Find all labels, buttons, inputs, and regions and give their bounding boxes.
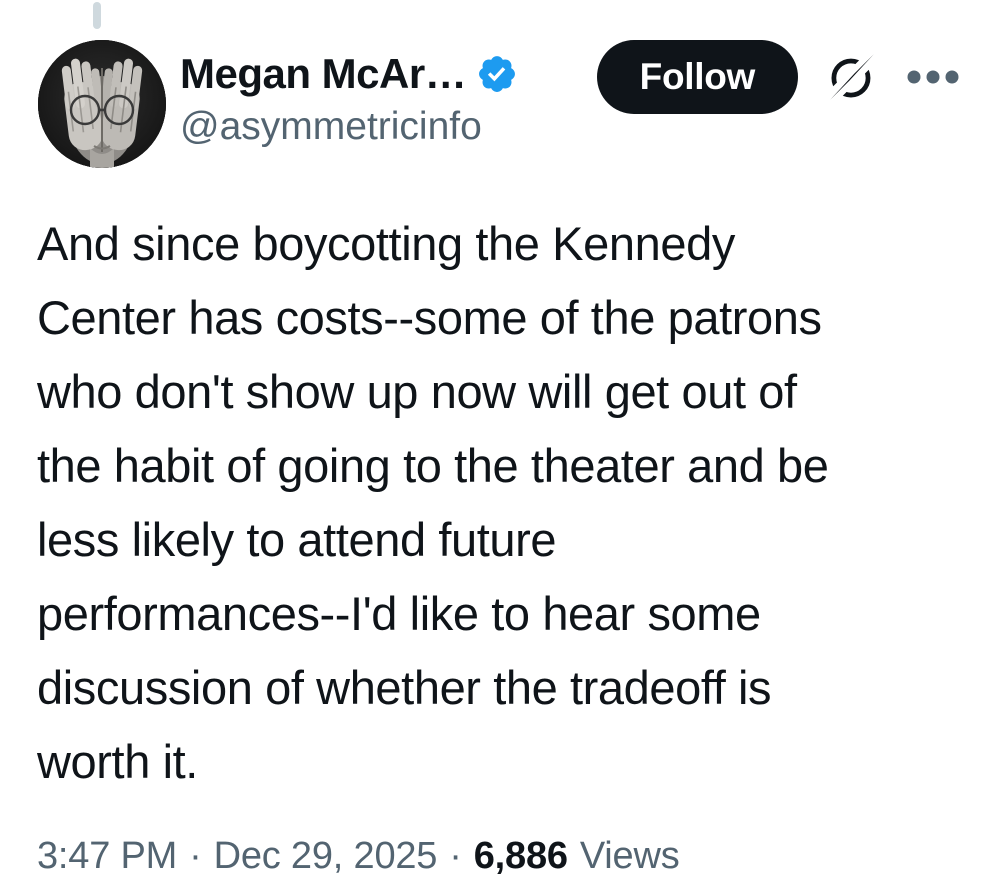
timestamp: 3:47 PM (37, 835, 178, 877)
tweet-text-line: less likely to attend future (37, 513, 557, 566)
avatar[interactable] (38, 40, 166, 168)
separator-dot: · (449, 835, 462, 877)
separator-dot: · (189, 835, 202, 877)
tweet-text-line: worth it. (37, 735, 198, 788)
tweet-text-line: discussion of whether the tradeoff is (37, 661, 772, 714)
display-name[interactable]: Megan McAr… (180, 50, 467, 97)
tweet-text: And since boycotting the Kennedy Center … (37, 207, 962, 799)
tweet-text-line: Center has costs--some of the patrons (37, 291, 822, 344)
date: Dec 29, 2025 (213, 835, 438, 877)
hands-over-face-photo (38, 40, 166, 168)
thread-connector-line (93, 2, 101, 29)
views-count: 6,886 (473, 835, 568, 877)
follow-button[interactable]: Follow (596, 40, 798, 114)
tweet-text-line: And since boycotting the Kennedy (37, 217, 735, 270)
grok-icon[interactable] (823, 48, 881, 106)
more-options-icon[interactable] (906, 67, 960, 87)
tweet-footer: 3:47 PM · Dec 29, 2025 · 6,886 Views (37, 835, 680, 878)
name-row: Megan McAr… (180, 50, 597, 98)
header-actions: Follow (596, 40, 960, 114)
user-handle[interactable]: @asymmetricinfo (180, 105, 482, 148)
tweet-text-line: performances--I'd like to hear some (37, 587, 761, 640)
verified-badge-icon (476, 53, 518, 95)
tweet-text-line: who don't show up now will get out of (37, 365, 797, 418)
tweet-text-line: the habit of going to the theater and be (37, 439, 829, 492)
user-info: Megan McAr… @asymmetricinfo (180, 40, 597, 149)
views-label: Views (579, 835, 680, 877)
tweet-header: Megan McAr… @asymmetricinfo Follow (38, 40, 960, 168)
